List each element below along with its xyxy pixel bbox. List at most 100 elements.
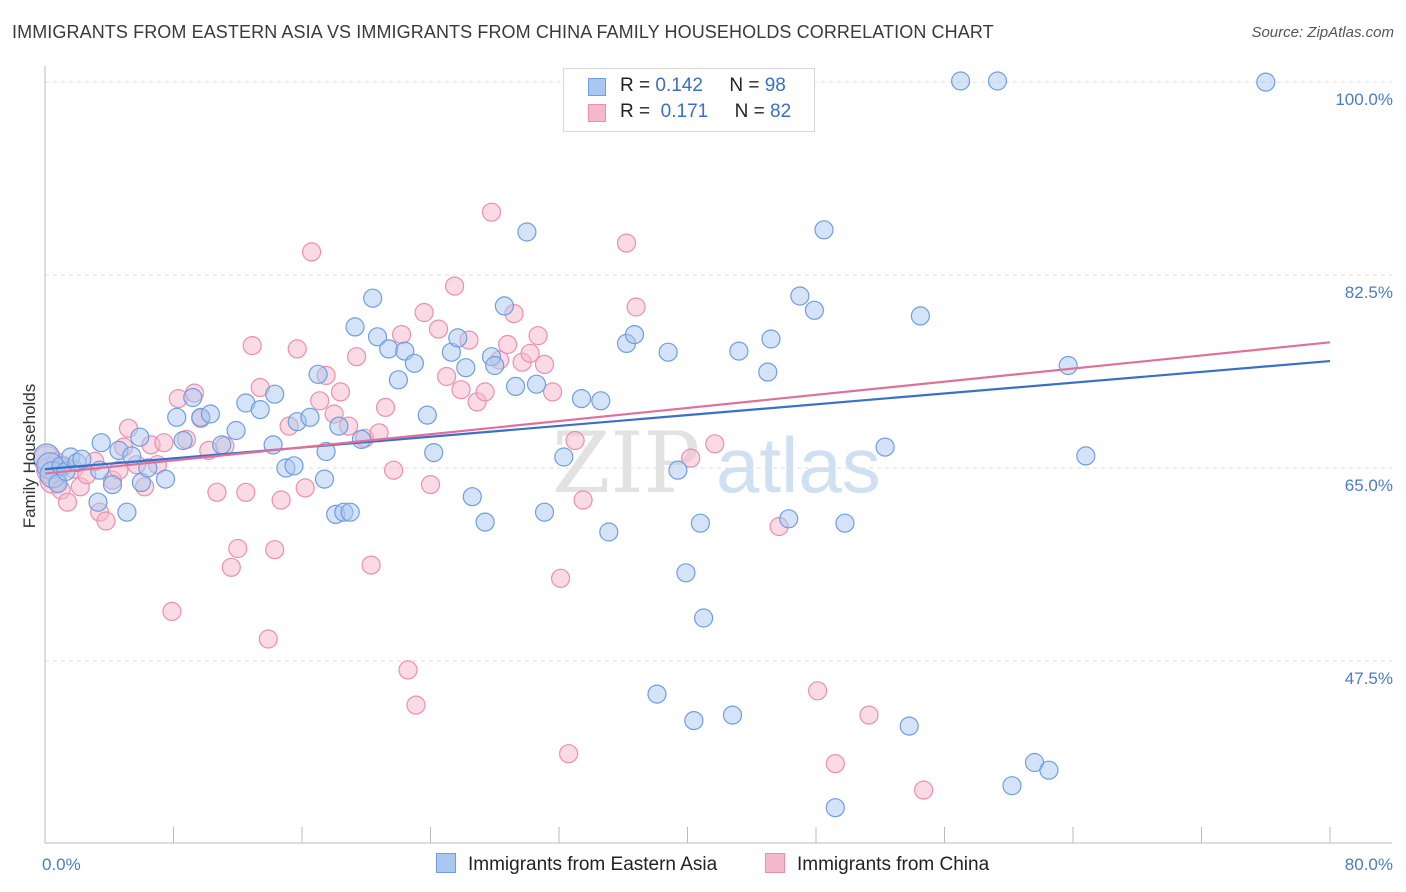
point-eastern-asia [722, 705, 743, 725]
point-eastern-asia [825, 798, 845, 818]
point-eastern-asia [591, 391, 611, 411]
point-china [57, 492, 78, 512]
point-china [626, 297, 646, 317]
legend-r-value: 0.142 [655, 75, 703, 96]
bottom-legend-china: Immigrants from China [765, 853, 989, 876]
point-eastern-asia [779, 509, 799, 529]
point-eastern-asia [658, 342, 678, 362]
point-china [616, 233, 637, 253]
trendline-china [44, 341, 1331, 475]
point-china [420, 475, 441, 495]
point-china [228, 538, 248, 559]
point-china [287, 339, 307, 359]
point-eastern-asia [462, 487, 482, 507]
y-tick-label: 100.0% [1335, 90, 1393, 109]
y-tick-label: 65.0% [1345, 476, 1393, 495]
point-eastern-asia [351, 429, 371, 449]
tick-labels: 47.5% 65.0% 82.5% 100.0% 0.0% 80.0% [42, 90, 1393, 874]
point-china [162, 601, 182, 622]
point-china [445, 276, 465, 296]
chart-title: IMMIGRANTS FROM EASTERN ASIA VS IMMIGRAN… [12, 22, 994, 42]
point-china [384, 460, 404, 480]
point-eastern-asia [814, 220, 834, 240]
point-china [302, 242, 322, 262]
legend-r-label: R = [620, 75, 651, 96]
legend-r-value: 0.171 [660, 101, 709, 122]
point-eastern-asia [173, 430, 193, 451]
point-eastern-asia [388, 370, 408, 390]
point-china [520, 343, 540, 363]
point-eastern-asia [212, 435, 232, 455]
point-eastern-asia [155, 469, 176, 489]
point-eastern-asia [624, 325, 645, 345]
x-tick-label: 80.0% [1345, 855, 1393, 874]
point-china [221, 557, 241, 577]
point-eastern-asia [790, 286, 810, 306]
point-eastern-asia [448, 328, 468, 348]
point-eastern-asia [404, 353, 424, 373]
point-eastern-asia [456, 358, 476, 378]
point-eastern-asia [300, 407, 320, 427]
point-eastern-asia [130, 427, 150, 447]
legend-r-label: R = [620, 101, 651, 122]
point-eastern-asia [647, 684, 667, 704]
legend-swatch-pink [588, 104, 606, 122]
bottom-legend-swatch-pink [765, 853, 785, 873]
legend-swatch-blue [588, 78, 606, 96]
point-china [414, 302, 434, 323]
point-eastern-asia [899, 716, 919, 736]
point-china [807, 681, 828, 701]
point-eastern-asia [758, 362, 778, 382]
point-eastern-asia [314, 469, 335, 489]
point-eastern-asia [167, 407, 187, 427]
watermark: ZIP atlas [552, 414, 881, 512]
point-china [236, 482, 256, 502]
point-eastern-asia [200, 404, 220, 424]
point-eastern-asia [226, 420, 246, 441]
point-china [573, 490, 593, 510]
point-eastern-asia [72, 449, 92, 469]
point-eastern-asia [316, 441, 336, 462]
point-china [154, 433, 174, 453]
legend-n-value: 82 [770, 101, 792, 122]
point-eastern-asia [761, 329, 781, 349]
point-eastern-asia [340, 502, 360, 522]
point-china [550, 568, 571, 588]
legend-n-label: N = [734, 101, 765, 122]
point-eastern-asia [1039, 760, 1059, 780]
point-eastern-asia [379, 339, 399, 359]
point-eastern-asia [1002, 776, 1022, 796]
point-china [481, 202, 502, 222]
point-china [96, 511, 116, 531]
bottom-legend-eastern-asia: Immigrants from Eastern Asia [436, 853, 717, 876]
point-eastern-asia [554, 447, 574, 467]
point-eastern-asia [1058, 355, 1078, 376]
point-eastern-asia [102, 475, 123, 495]
point-china [825, 753, 845, 774]
trendlines [44, 341, 1331, 475]
point-china [207, 482, 227, 502]
point-eastern-asia [517, 222, 537, 242]
point-china [913, 780, 934, 800]
point-eastern-asia [367, 327, 388, 347]
point-china [310, 391, 330, 411]
point-eastern-asia [417, 405, 437, 425]
point-china [295, 478, 315, 498]
y-axis-title: Family Households [20, 384, 39, 529]
point-china [437, 366, 457, 387]
point-eastern-asia [329, 416, 349, 436]
point-eastern-asia [1256, 72, 1276, 92]
point-china [392, 325, 412, 345]
point-china [406, 695, 426, 715]
point-china [558, 744, 579, 764]
point-eastern-asia [987, 71, 1008, 91]
point-china [498, 334, 518, 355]
stats-legend: R = 0.142 N = 98 R = 0.171 N = 82 [563, 68, 815, 132]
point-eastern-asia [424, 443, 444, 463]
legend-n-value: 98 [764, 75, 786, 96]
point-eastern-asia [690, 513, 711, 533]
point-eastern-asia [693, 608, 714, 628]
point-china [681, 448, 701, 468]
point-eastern-asia [250, 400, 270, 420]
